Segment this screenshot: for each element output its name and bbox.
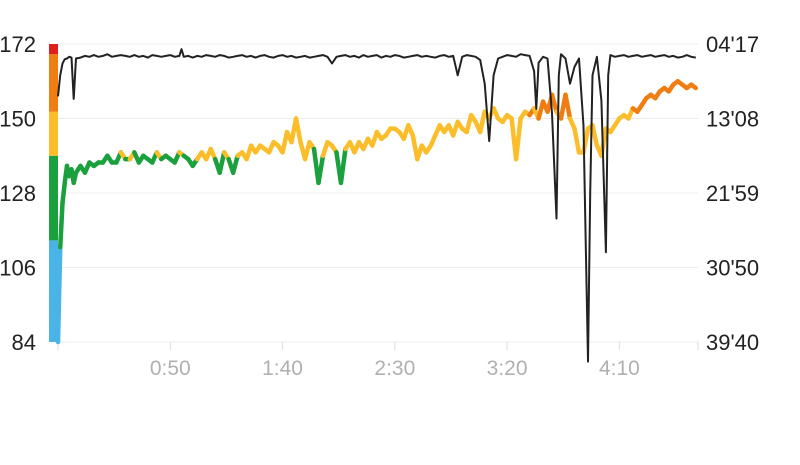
grid-lines bbox=[57, 43, 699, 350]
series-layer bbox=[55, 48, 699, 363]
x-tick-label: 0:50 bbox=[150, 357, 191, 380]
heart-rate-segment bbox=[572, 126, 582, 155]
heart-rate-segment bbox=[689, 82, 699, 91]
zone-segment bbox=[49, 111, 58, 156]
zone-segment bbox=[49, 240, 58, 342]
left-tick-label: 128 bbox=[0, 181, 36, 206]
left-axis: 172 150 128 106 84 bbox=[0, 32, 36, 355]
left-tick-label: 84 bbox=[12, 330, 36, 355]
heart-rate-segment bbox=[320, 139, 330, 158]
heart-rate-segment bbox=[549, 92, 559, 114]
zone-bar bbox=[49, 44, 58, 342]
heart-rate-segment bbox=[55, 244, 63, 345]
left-tick-label: 106 bbox=[0, 256, 36, 281]
heart-rate-segment bbox=[60, 180, 67, 206]
left-tick-label: 150 bbox=[0, 107, 36, 132]
heart-rate-segment bbox=[513, 116, 523, 162]
x-tick-label: 2:30 bbox=[374, 357, 415, 380]
heart-rate-segment bbox=[293, 116, 303, 145]
series-1 bbox=[57, 48, 696, 363]
x-tick-label: 1:40 bbox=[262, 357, 303, 380]
heart-rate-segment bbox=[477, 109, 487, 135]
heart-rate-segment bbox=[316, 153, 326, 186]
right-tick-label: 13'08 bbox=[706, 107, 759, 132]
right-tick-label: 21'59 bbox=[706, 181, 759, 206]
zone-segment bbox=[49, 54, 58, 112]
left-tick-label: 172 bbox=[0, 32, 36, 57]
pace-line bbox=[57, 48, 696, 363]
zone-segment bbox=[49, 44, 58, 55]
heart-rate-segment bbox=[563, 92, 573, 121]
zone-segment bbox=[49, 155, 58, 241]
right-axis: 04'17 13'08 21'59 30'50 39'40 bbox=[706, 32, 759, 355]
right-tick-label: 04'17 bbox=[706, 32, 759, 57]
heart-rate-segment bbox=[57, 200, 65, 250]
x-tick-label: 4:10 bbox=[599, 357, 640, 380]
heart-rate-segment bbox=[230, 153, 240, 175]
heart-rate-segment bbox=[217, 150, 227, 175]
right-tick-label: 39'40 bbox=[706, 330, 759, 355]
series-0 bbox=[55, 79, 699, 345]
right-tick-label: 30'50 bbox=[706, 256, 759, 281]
x-tick-label: 3:20 bbox=[487, 357, 528, 380]
heart-rate-segment bbox=[590, 123, 600, 148]
x-axis: 0:50 1:40 2:30 3:20 4:10 bbox=[150, 357, 640, 380]
heart-rate-segment bbox=[338, 146, 348, 186]
